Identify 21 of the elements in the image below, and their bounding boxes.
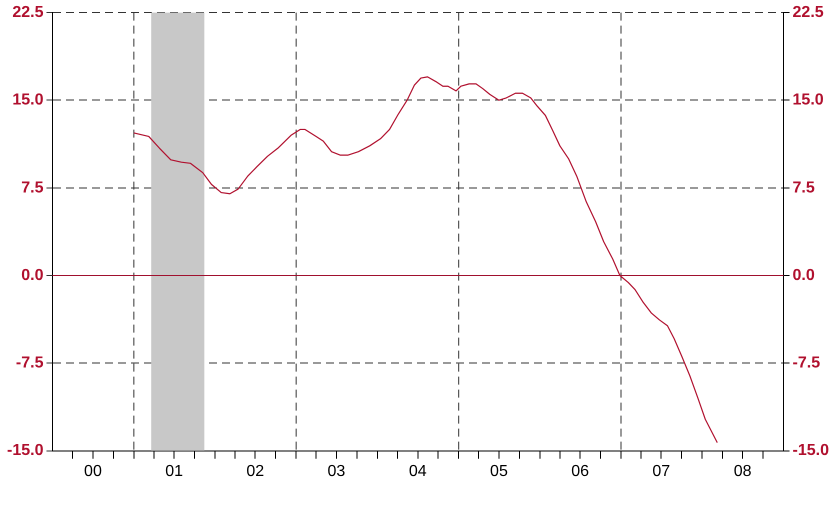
y2-tick-label: 15.0 [792, 92, 824, 109]
y2-tick-label: 7.5 [792, 179, 815, 196]
x-tick-label: 03 [328, 462, 346, 480]
y-tick-label: 22.5 [12, 4, 44, 22]
y2-tick-label: -7.5 [792, 354, 820, 372]
y-tick-label: 15.0 [12, 92, 44, 109]
x-tick-label: 07 [652, 462, 670, 480]
x-tick-label: 02 [246, 462, 264, 480]
x-tick-label: 01 [165, 462, 184, 480]
x-tick-label: 06 [571, 462, 590, 480]
y2-tick-label: 22.5 [792, 4, 824, 22]
y-tick-label: -15.0 [7, 442, 44, 460]
x-tick-label: 00 [84, 462, 102, 480]
y2-tick-label: -15.0 [792, 442, 830, 460]
x-tick-label: 08 [734, 462, 752, 480]
y2-tick-label: 0.0 [792, 266, 815, 284]
y-tick-label: -7.5 [16, 354, 44, 372]
x-tick-label: 04 [408, 462, 427, 480]
y-tick-label: 7.5 [21, 179, 44, 196]
y-tick-label: 0.0 [21, 266, 44, 284]
x-tick-label: 05 [490, 462, 508, 480]
